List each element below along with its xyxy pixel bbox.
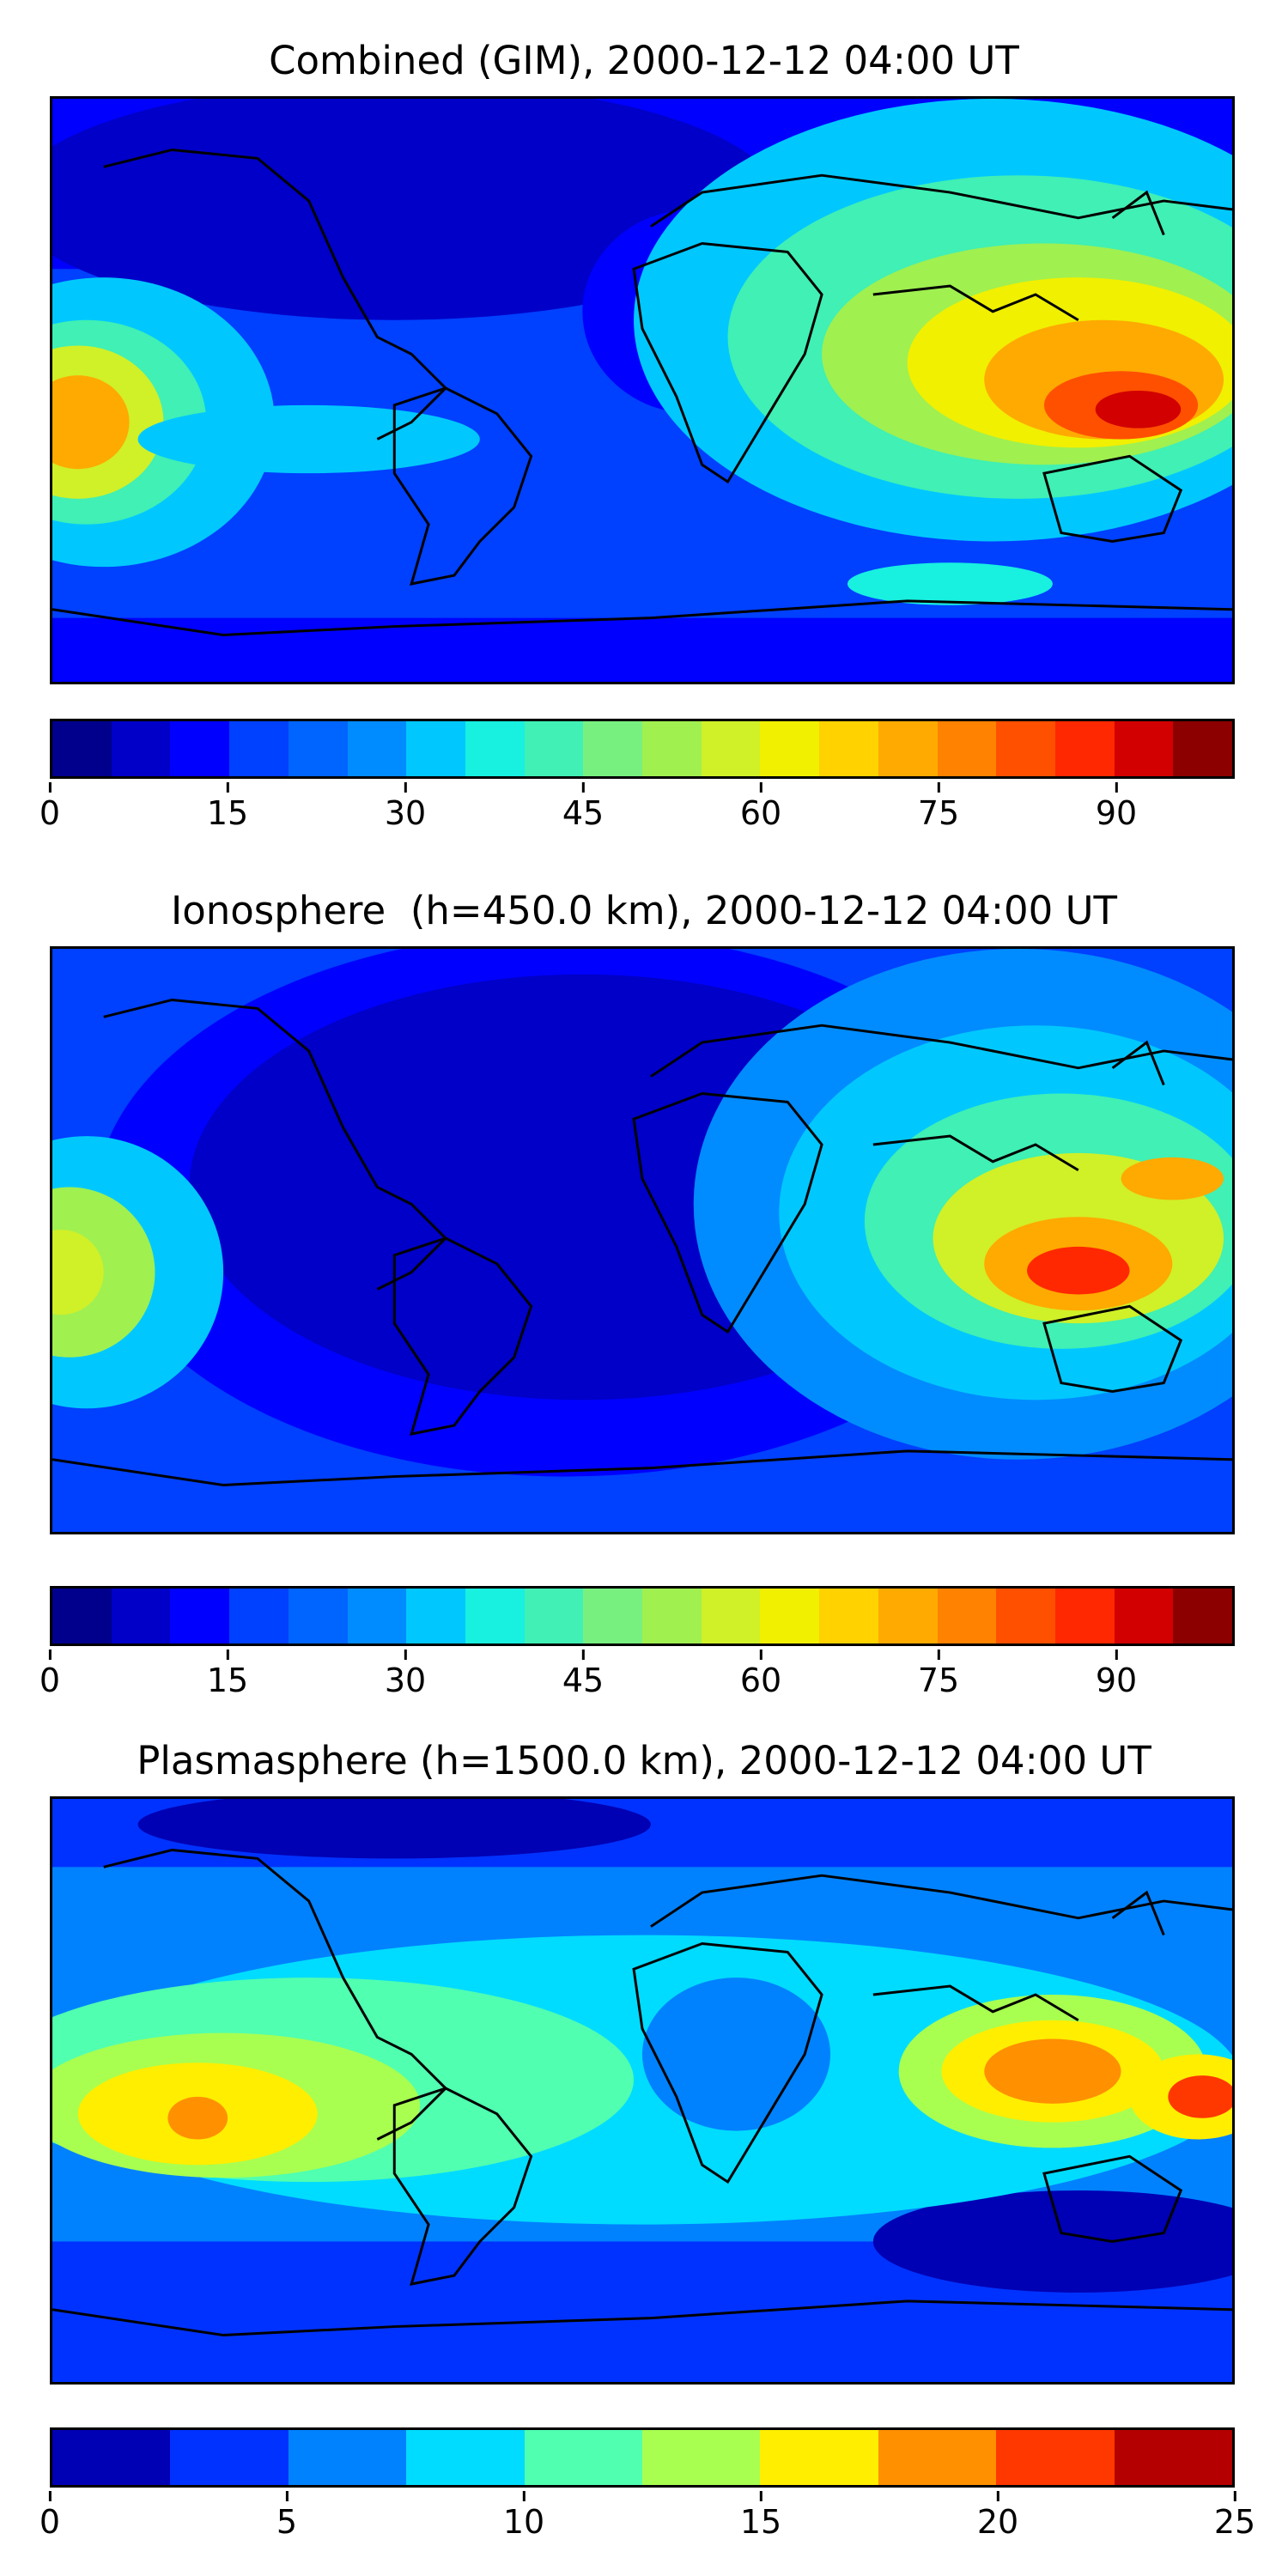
- tec-map: [50, 946, 1235, 1534]
- colorbar-swatch: [406, 721, 465, 776]
- map-title: Ionosphere (h=450.0 km), 2000-12-12 04:0…: [170, 888, 1118, 933]
- colorbar-swatch: [465, 721, 525, 776]
- colorbar-swatch: [111, 1589, 171, 1643]
- colorbar-swatch: [760, 1589, 820, 1643]
- colorbar-tick-label: 10: [502, 2491, 545, 2541]
- map-canvas: [52, 949, 1232, 1532]
- colorbar-ticks: 0 15 30 45 60 75 90: [39, 1649, 1235, 1704]
- colorbar-swatch: [1114, 1589, 1174, 1643]
- colorbar-swatch: [819, 1589, 878, 1643]
- colorbar-tick-label: 15: [206, 1649, 249, 1699]
- colorbar-swatch: [52, 2430, 171, 2485]
- colorbar-swatch: [583, 1589, 643, 1643]
- colorbar-swatch: [170, 2430, 289, 2485]
- colorbar-tick-label: 60: [739, 1649, 782, 1699]
- colorbar-swatch: [642, 1589, 702, 1643]
- colorbar-tick-label: 30: [384, 782, 427, 832]
- colorbar-swatch: [406, 1589, 465, 1643]
- colorbar-swatch: [937, 721, 997, 776]
- colorbar-swatch: [642, 2430, 761, 2485]
- tec-map: [50, 96, 1235, 684]
- colorbar-tick-label: 45: [562, 1649, 605, 1699]
- colorbar-swatch: [524, 1589, 584, 1643]
- colorbar-tick-label: 25: [1213, 2491, 1256, 2541]
- colorbar-swatch: [1173, 721, 1233, 776]
- colorbar-swatch: [642, 721, 702, 776]
- colorbar-swatch: [465, 1589, 525, 1643]
- colorbar-swatch: [288, 2430, 407, 2485]
- colorbar-swatch: [760, 2430, 878, 2485]
- colorbar-tick-label: 60: [739, 782, 782, 832]
- colorbar-swatch: [878, 721, 938, 776]
- colorbar-swatch: [52, 721, 112, 776]
- colorbar-swatch: [937, 1589, 997, 1643]
- colorbar: [50, 1586, 1235, 1646]
- colorbar: [50, 719, 1235, 779]
- colorbar-swatch: [52, 1589, 112, 1643]
- colorbar-swatch: [583, 721, 643, 776]
- colorbar-tick-label: 15: [739, 2491, 782, 2541]
- colorbar-tick-label: 90: [1095, 782, 1138, 832]
- map-canvas: [52, 1799, 1232, 2382]
- panel-plasmasphere: Plasmasphere (h=1500.0 km), 2000-12-12 0…: [0, 1717, 1288, 2576]
- colorbar-swatch: [524, 721, 584, 776]
- colorbar-swatch: [878, 1589, 938, 1643]
- panel-combined: Combined (GIM), 2000-12-12 04:00 UT: [0, 0, 1288, 859]
- colorbar-tick-label: 90: [1095, 1649, 1138, 1699]
- colorbar-ticks: 0 15 30 45 60 75 90: [39, 782, 1235, 837]
- colorbar-tick-label: 30: [384, 1649, 427, 1699]
- colorbar: [50, 2427, 1235, 2488]
- colorbar-swatch: [996, 1589, 1055, 1643]
- colorbar-tick-label: 15: [206, 782, 249, 832]
- panel-ionosphere: Ionosphere (h=450.0 km), 2000-12-12 04:0…: [0, 859, 1288, 1717]
- map-title: Plasmasphere (h=1500.0 km), 2000-12-12 0…: [137, 1738, 1151, 1783]
- colorbar-swatch: [701, 1589, 761, 1643]
- colorbar-tick-label: 5: [276, 2491, 298, 2541]
- colorbar-swatch: [288, 1589, 348, 1643]
- tec-map: [50, 1796, 1235, 2385]
- colorbar-swatch: [111, 721, 171, 776]
- colorbar-swatch: [701, 721, 761, 776]
- colorbar-swatch: [229, 721, 289, 776]
- colorbar-tick-label: 0: [39, 2491, 61, 2541]
- colorbar-tick-label: 20: [976, 2491, 1019, 2541]
- colorbar-tick-label: 0: [39, 782, 61, 832]
- colorbar-swatch: [288, 721, 348, 776]
- colorbar-tick-label: 0: [39, 1649, 61, 1699]
- colorbar-swatch: [996, 721, 1055, 776]
- colorbar-swatch: [819, 721, 878, 776]
- colorbar-swatch: [406, 2430, 525, 2485]
- colorbar-swatch: [760, 721, 820, 776]
- colorbar-swatch: [1054, 721, 1115, 776]
- colorbar-tick-label: 75: [917, 1649, 960, 1699]
- colorbar-swatch: [878, 2430, 997, 2485]
- map-title: Combined (GIM), 2000-12-12 04:00 UT: [269, 38, 1019, 83]
- colorbar-swatch: [1173, 1589, 1233, 1643]
- colorbar-swatch: [996, 2430, 1115, 2485]
- colorbar-swatch: [347, 721, 407, 776]
- colorbar-swatch: [347, 1589, 407, 1643]
- colorbar-swatch: [229, 1589, 289, 1643]
- colorbar-swatch: [1114, 721, 1174, 776]
- map-canvas: [52, 99, 1232, 682]
- colorbar-ticks: 0 5 10 15 20 25: [39, 2491, 1255, 2546]
- colorbar-swatch: [1054, 1589, 1115, 1643]
- colorbar-swatch: [170, 721, 230, 776]
- colorbar-swatch: [1114, 2430, 1233, 2485]
- colorbar-tick-label: 75: [917, 782, 960, 832]
- colorbar-tick-label: 45: [562, 782, 605, 832]
- colorbar-swatch: [524, 2430, 643, 2485]
- colorbar-swatch: [170, 1589, 230, 1643]
